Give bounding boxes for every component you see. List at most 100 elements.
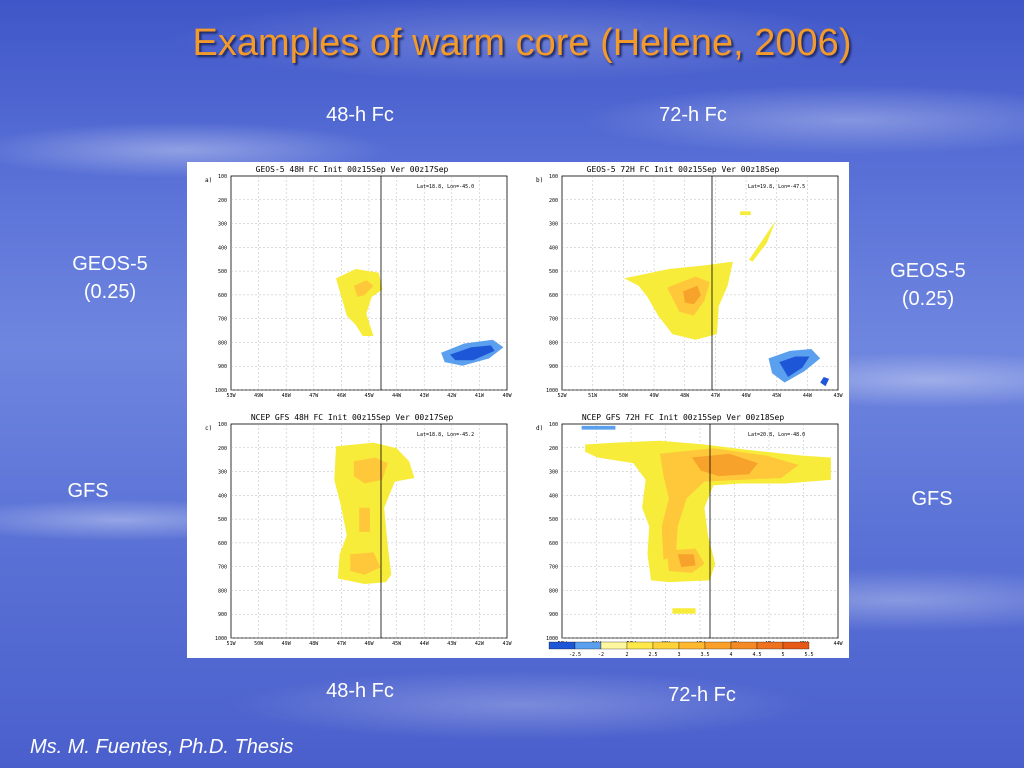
colorbar-swatch <box>782 641 810 650</box>
plot-area: Lat=18.8, Lon=-45.0 100 200 300 400 500 600 700… <box>215 174 513 399</box>
colorbar-swatch <box>574 641 602 650</box>
pressure-tick-label: 600 <box>218 293 227 299</box>
label-72h-top: 72-h Fc <box>659 104 727 126</box>
longitude-tick-label: 52W <box>557 393 567 399</box>
pressure-tick-label: 700 <box>549 565 558 571</box>
longitude-tick-label: 47W <box>711 393 721 399</box>
pressure-tick-label: 300 <box>218 470 227 476</box>
colorbar-swatch <box>548 641 576 650</box>
colorbar-label: 2 <box>625 652 628 658</box>
panel-title: GEOS-5 48H FC Init 00z15Sep Ver 00z17Sep <box>256 165 449 174</box>
anomaly-shading <box>334 442 415 585</box>
panel-tag: d) <box>536 425 543 432</box>
pressure-tick-label: 500 <box>549 269 558 275</box>
colorbar-swatch <box>652 641 680 650</box>
longitude-tick-label: 48W <box>309 641 319 647</box>
pressure-tick-label: 200 <box>549 446 558 452</box>
pressure-tick-label: 700 <box>549 317 558 323</box>
cross-section-figure: GEOS-5 48H FC Init 00z15Sep Ver 00z17Sep… <box>187 162 849 658</box>
anomaly-region <box>334 442 415 585</box>
pressure-tick-label: 700 <box>218 317 227 323</box>
label-gfs-right: GFS <box>911 488 953 510</box>
longitude-tick-label: 49W <box>282 641 292 647</box>
colorbar-swatch <box>626 641 654 650</box>
panel-title: NCEP GFS 48H FC Init 00z15Sep Ver 00z17S… <box>251 413 453 422</box>
longitude-tick-label: 45W <box>364 393 374 399</box>
anomaly-region <box>820 376 830 387</box>
pressure-tick-label: 1000 <box>215 388 227 394</box>
anomaly-shading <box>624 211 830 387</box>
anomaly-shading <box>336 269 504 366</box>
longitude-tick-label: 53W <box>226 393 236 399</box>
panel-info: Lat=18.8, Lon=-45.0 <box>417 184 474 190</box>
longitude-tick-label: 46W <box>364 641 374 647</box>
pressure-tick-label: 200 <box>218 446 227 452</box>
pressure-tick-label: 300 <box>549 222 558 228</box>
pressure-tick-label: 100 <box>549 174 558 180</box>
plot-area: Lat=18.8, Lon=-45.2 100 200 300 400 500 600 700… <box>215 422 513 647</box>
anomaly-region <box>353 457 388 484</box>
label-gfs-left: GFS <box>67 480 109 502</box>
pressure-tick-label: 400 <box>218 493 227 499</box>
pressure-tick-label: 800 <box>218 340 227 346</box>
label-48h-top: 48-h Fc <box>326 104 394 126</box>
longitude-tick-label: 44W <box>420 641 430 647</box>
pressure-tick-label: 1000 <box>546 388 558 394</box>
pressure-tick-label: 400 <box>549 493 558 499</box>
label-72h-bottom: 72-h Fc <box>668 684 736 706</box>
colorbar-label: 2.5 <box>648 652 657 658</box>
anomaly-region <box>677 554 696 568</box>
anomaly-region <box>748 220 776 262</box>
panel-info: Lat=18.8, Lon=-45.2 <box>417 432 474 438</box>
plot-area: Lat=20.8, Lon=-48.0 100 200 300 400 500 600 700… <box>546 422 844 647</box>
longitude-tick-label: 50W <box>254 641 264 647</box>
colorbar-label: 5 <box>781 652 784 658</box>
anomaly-shading <box>581 425 831 614</box>
pressure-tick-label: 200 <box>218 198 227 204</box>
slide-title: Examples of warm core (Helene, 2006) <box>192 22 852 64</box>
plot-area: Lat=19.8, Lon=-47.5 100 200 300 400 500 600 700… <box>546 174 844 399</box>
longitude-tick-label: 43W <box>420 393 430 399</box>
pressure-tick-label: 1000 <box>215 636 227 642</box>
anomaly-region <box>450 345 495 361</box>
pressure-tick-label: 300 <box>218 222 227 228</box>
longitude-tick-label: 49W <box>254 393 264 399</box>
colorbar-swatch <box>730 641 758 650</box>
colorbar-label: -2 <box>598 652 604 658</box>
pressure-tick-label: 200 <box>549 198 558 204</box>
longitude-tick-label: 50W <box>619 393 629 399</box>
panel-title: NCEP GFS 72H FC Init 00z15Sep Ver 00z18S… <box>582 413 784 422</box>
colorbar-label: 4.5 <box>752 652 761 658</box>
pressure-tick-label: 500 <box>218 269 227 275</box>
pressure-tick-label: 900 <box>549 612 558 618</box>
pressure-tick-label: 500 <box>218 517 227 523</box>
pressure-tick-label: 400 <box>549 245 558 251</box>
longitude-tick-label: 41W <box>502 641 512 647</box>
panel-info: Lat=19.8, Lon=-47.5 <box>748 184 805 190</box>
pressure-tick-label: 400 <box>218 245 227 251</box>
pressure-tick-label: 600 <box>218 541 227 547</box>
panel-tag: a) <box>205 177 212 184</box>
longitude-tick-label: 43W <box>833 393 843 399</box>
pressure-tick-label: 600 <box>549 541 558 547</box>
panel-b: GEOS-5 72H FC Init 00z15Sep Ver 00z18Sep… <box>536 165 844 399</box>
longitude-tick-label: 48W <box>282 393 292 399</box>
pressure-tick-label: 900 <box>549 364 558 370</box>
colorbar-label: 5.5 <box>804 652 813 658</box>
longitude-tick-label: 51W <box>588 393 598 399</box>
longitude-tick-label: 43W <box>447 641 457 647</box>
panel-info: Lat=20.8, Lon=-48.0 <box>748 432 805 438</box>
anomaly-region <box>659 448 799 560</box>
pressure-tick-label: 800 <box>549 588 558 594</box>
pressure-tick-label: 800 <box>218 588 227 594</box>
colorbar: -2.5 -2 2 2.5 3 3.5 4 4.5 5 5.5 <box>548 641 814 658</box>
anomaly-region <box>353 280 374 297</box>
longitude-tick-label: 45W <box>392 641 402 647</box>
footer-credit: Ms. M. Fuentes, Ph.D. Thesis <box>30 736 294 758</box>
longitude-tick-label: 47W <box>337 641 347 647</box>
pressure-tick-label: 300 <box>549 470 558 476</box>
colorbar-swatch <box>678 641 706 650</box>
anomaly-region <box>779 356 810 377</box>
panel-d: NCEP GFS 72H FC Init 00z15Sep Ver 00z18S… <box>536 413 844 647</box>
cross-section-panels: GEOS-5 48H FC Init 00z15Sep Ver 00z17Sep… <box>205 165 844 658</box>
